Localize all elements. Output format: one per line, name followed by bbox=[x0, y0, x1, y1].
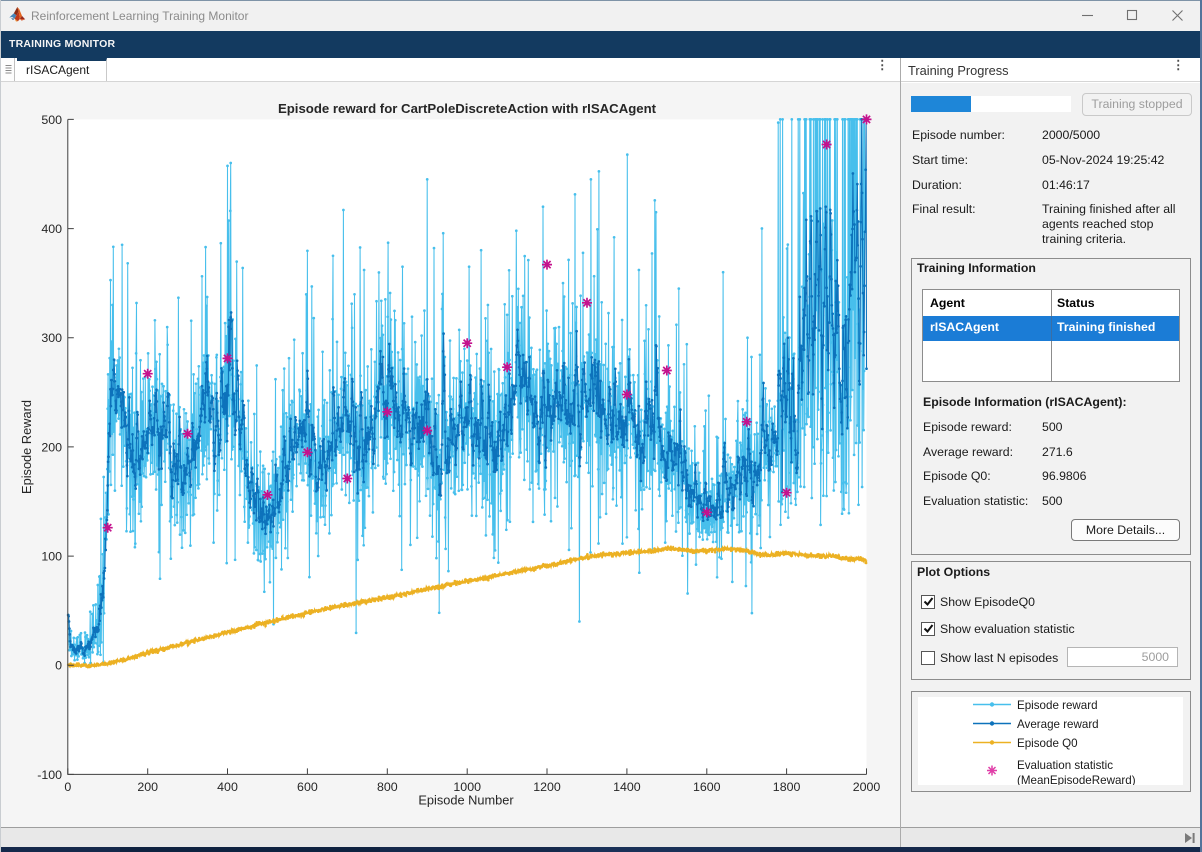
svg-text:1600: 1600 bbox=[693, 780, 721, 794]
svg-text:Episode Number: Episode Number bbox=[418, 793, 514, 808]
svg-text:-100: -100 bbox=[37, 768, 62, 782]
svg-text:0: 0 bbox=[64, 780, 71, 794]
svg-text:400: 400 bbox=[217, 780, 238, 794]
svg-text:200: 200 bbox=[41, 440, 62, 454]
svg-text:600: 600 bbox=[297, 780, 318, 794]
svg-text:1000: 1000 bbox=[453, 780, 481, 794]
svg-text:1400: 1400 bbox=[613, 780, 641, 794]
svg-text:Episode Reward: Episode Reward bbox=[19, 400, 34, 494]
svg-text:300: 300 bbox=[41, 331, 62, 345]
svg-text:Average reward: Average reward bbox=[1017, 718, 1099, 731]
svg-text:Episode reward for CartPoleDis: Episode reward for CartPoleDiscreteActio… bbox=[278, 101, 657, 116]
svg-text:Evaluation statistic: Evaluation statistic bbox=[1017, 759, 1113, 772]
svg-text:Episode reward: Episode reward bbox=[1017, 699, 1098, 712]
svg-text:(MeanEpisodeReward): (MeanEpisodeReward) bbox=[1017, 774, 1136, 785]
svg-text:800: 800 bbox=[377, 780, 398, 794]
svg-text:100: 100 bbox=[41, 550, 62, 564]
svg-text:200: 200 bbox=[137, 780, 158, 794]
svg-text:500: 500 bbox=[41, 113, 62, 127]
svg-text:Episode Q0: Episode Q0 bbox=[1017, 737, 1078, 750]
svg-text:0: 0 bbox=[55, 659, 62, 673]
svg-text:1800: 1800 bbox=[773, 780, 801, 794]
svg-text:2000: 2000 bbox=[853, 780, 881, 794]
svg-text:1200: 1200 bbox=[533, 780, 561, 794]
svg-text:400: 400 bbox=[41, 222, 62, 236]
